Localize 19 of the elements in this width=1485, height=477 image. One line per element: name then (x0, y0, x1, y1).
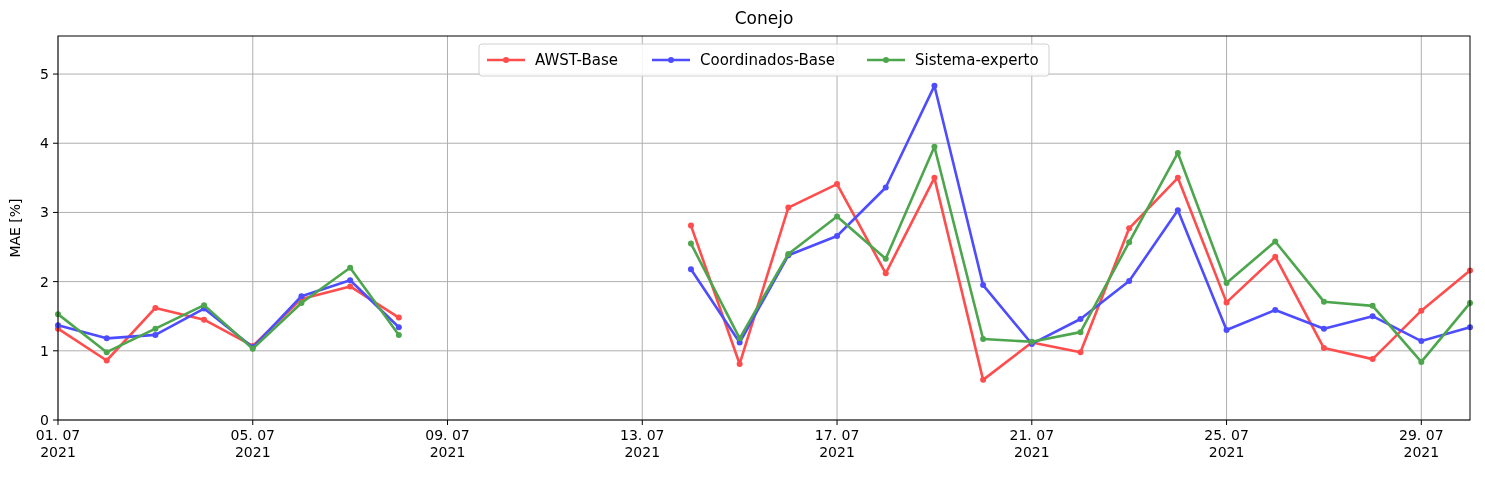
legend-label: Sistema-experto (915, 51, 1039, 69)
y-tick-label: 4 (40, 135, 50, 152)
chart-title: Conejo (734, 8, 794, 28)
x-tick-label: 25. 07 2021 (1204, 427, 1249, 460)
x-tick-label: 01. 07 2021 (35, 427, 81, 460)
legend-label: Coordinados-Base (700, 51, 836, 69)
x-tick-label: 13. 07 2021 (620, 427, 665, 460)
y-axis-title: MAE [%] (7, 198, 23, 258)
y-tick-label: 1 (40, 342, 49, 359)
x-tick-label: 21. 07 2021 (1009, 427, 1055, 460)
x-tick-label: 05. 07 2021 (230, 427, 276, 460)
y-tick-label: 2 (40, 273, 49, 290)
y-tick-label: 0 (40, 412, 49, 428)
legend-label: AWST-Base (535, 51, 618, 69)
x-tick-label: 17. 07 2021 (814, 427, 860, 460)
y-tick-label: 5 (40, 66, 49, 83)
y-tick-label: 3 (40, 204, 49, 221)
x-tick-label: 29. 07 2021 (1399, 427, 1444, 460)
x-tick-label: 09. 07 2021 (425, 427, 470, 460)
